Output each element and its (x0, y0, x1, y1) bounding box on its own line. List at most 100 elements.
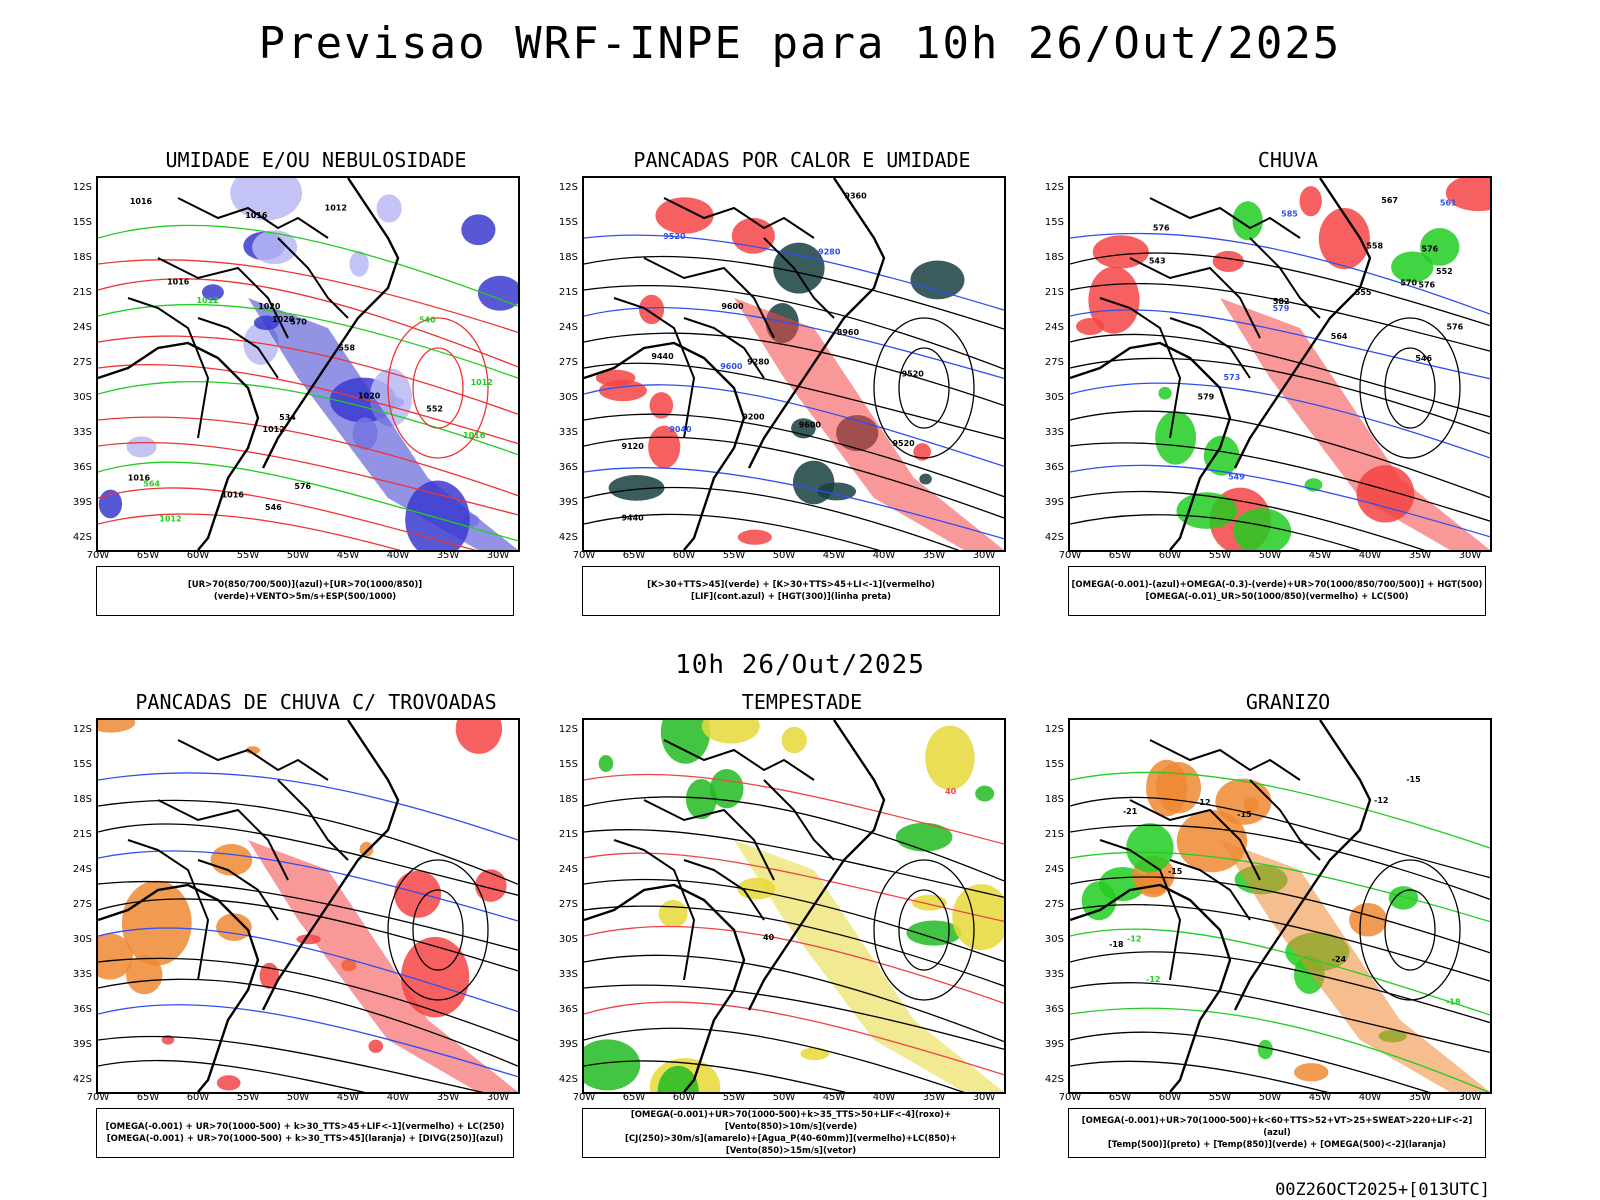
country-border (643, 257, 775, 339)
latitude-tick-label: 36S (1044, 462, 1064, 473)
latitude-axis: 12S 15S 18S 21S 24S 27S 30S 33S 36S 39S 42S (1026, 718, 1066, 1090)
longitude-axis: 70W 65W 60W 55W 50W 45W 40W 35W 30W (573, 550, 1006, 564)
closed-contour (873, 317, 975, 459)
contour-label: 1016 (128, 474, 151, 483)
contour-line (584, 255, 1004, 330)
contour-line (98, 303, 518, 379)
contour-line (584, 954, 1004, 1043)
country-border (1099, 297, 1182, 439)
map-frame: 9600 9600 9600 9520 9520 9440 9440 9360 9280 9280… (582, 176, 1006, 552)
shaded-area (368, 1039, 384, 1053)
shaded-area (1126, 823, 1174, 873)
longitude-tick-label: 50W (286, 1092, 310, 1103)
country-border (1129, 257, 1261, 339)
latitude-tick-label: 12S (72, 182, 92, 193)
closed-contour (412, 889, 464, 971)
contour-line (98, 850, 518, 922)
shaded-area (1318, 208, 1370, 270)
latitude-tick-label: 21S (1044, 287, 1064, 298)
contour-line (98, 461, 518, 542)
country-border (1169, 317, 1251, 379)
contour-label: 1012 (196, 296, 218, 305)
contour-line (1070, 876, 1490, 954)
latitude-tick-label: 27S (558, 357, 578, 368)
mid-title: 10h 26/Out/2025 (675, 650, 925, 680)
contour-label: -15 (1168, 867, 1183, 876)
latitude-tick-label: 18S (558, 794, 578, 805)
contour-label: 1020 (272, 315, 295, 324)
contour-label: 9520 (663, 232, 686, 241)
contour-line (98, 364, 518, 445)
latitude-tick-label: 15S (558, 759, 578, 770)
country-border (1249, 779, 1321, 861)
contour-line (98, 823, 518, 896)
longitude-tick-label: 70W (86, 550, 110, 561)
latitude-tick-label: 15S (1044, 759, 1064, 770)
panel-legend: [K>30+TTS>45](verde) + [K>30+TTS>45+LI<-… (582, 566, 1000, 616)
shaded-area (1232, 201, 1263, 241)
contour-label: 9440 (621, 513, 644, 522)
latitude-tick-label: 18S (72, 252, 92, 263)
latitude-tick-label: 18S (72, 794, 92, 805)
shaded-area (925, 725, 975, 790)
longitude-tick-label: 55W (236, 550, 260, 561)
shaded-area (1257, 1039, 1273, 1060)
contour-line (98, 416, 518, 497)
contour-label: 534 (279, 413, 296, 422)
latitude-tick-label: 15S (72, 759, 92, 770)
shaded-area (359, 841, 374, 857)
contour-label: 558 (338, 344, 355, 353)
latitude-axis: 12S 15S 18S 21S 24S 27S 30S 33S 36S 39S 42S (1026, 176, 1066, 548)
contour-label: 9360 (844, 192, 867, 201)
panel-title: CHUVA (1257, 148, 1319, 172)
contour-label: 576 (1153, 223, 1170, 232)
longitude-tick-label: 70W (86, 1092, 110, 1103)
contour-line (1070, 410, 1490, 499)
contour-label: 9200 (742, 413, 765, 422)
contour-label: -12 (1196, 798, 1210, 807)
shaded-area (1293, 1063, 1329, 1082)
contour-line (1070, 232, 1490, 315)
contour-label: 1016 (130, 197, 153, 206)
coastline (98, 883, 260, 1092)
contour-line (584, 284, 1004, 370)
contour-line (1070, 333, 1490, 418)
frontal-band (248, 840, 518, 1092)
panel-title: GRANIZO (1245, 690, 1331, 714)
shaded-area (584, 1039, 641, 1091)
contour-line (1070, 382, 1490, 459)
latitude-tick-label: 33S (1044, 969, 1064, 980)
shaded-area (701, 720, 760, 744)
panel-legend: [OMEGA(-0.001)+UR>70(1000-500)+k<60+TTS>… (1068, 1108, 1486, 1158)
contour-line (1070, 771, 1490, 849)
legend-line: [CJ(250)>30m/s](amarelo)+[Agua_P(40-60mm… (624, 1134, 958, 1156)
contour-label: 9280 (747, 357, 770, 366)
contour-label: 567 (1381, 196, 1398, 205)
panel-legend: [OMEGA(-0.001) + UR>70(1000-500) + k>30_… (96, 1108, 514, 1158)
legend-line: [K>30+TTS>45](verde) + [K>30+TTS>45+LI<-… (647, 580, 935, 590)
contour-line (584, 332, 1004, 407)
latitude-tick-label: 24S (72, 864, 92, 875)
shaded-area (98, 720, 136, 733)
contour-line (584, 513, 881, 550)
contour-line (1070, 1031, 1430, 1092)
contour-label: 1012 (263, 425, 285, 434)
shaded-area (98, 489, 123, 519)
shaded-area (895, 822, 953, 852)
latitude-tick-label: 24S (558, 864, 578, 875)
country-border (197, 859, 279, 921)
latitude-tick-label: 15S (72, 217, 92, 228)
shaded-area (376, 194, 402, 223)
shaded-area (598, 754, 614, 772)
panel-legend: [OMEGA(-0.001)-(azul)+OMEGA(-0.3)-(verde… (1068, 566, 1486, 616)
contour-label: 585 (1281, 210, 1298, 219)
map-panel-2: PANCADAS POR CALOR E UMIDADE 9600 9600 9600… (559, 148, 1022, 618)
map-frame: -12 -15 -15 -12 -18 -18 -21 -24 -12 -15 -12 (1068, 718, 1492, 1094)
latitude-tick-label: 30S (72, 934, 92, 945)
contour-line (98, 1059, 366, 1092)
map-svg: 40 40 (584, 720, 1004, 1092)
shaded-area (210, 844, 253, 876)
contour-line (1070, 252, 1490, 327)
contour-label: 576 (1446, 322, 1463, 331)
contour-label: 546 (1415, 354, 1432, 363)
